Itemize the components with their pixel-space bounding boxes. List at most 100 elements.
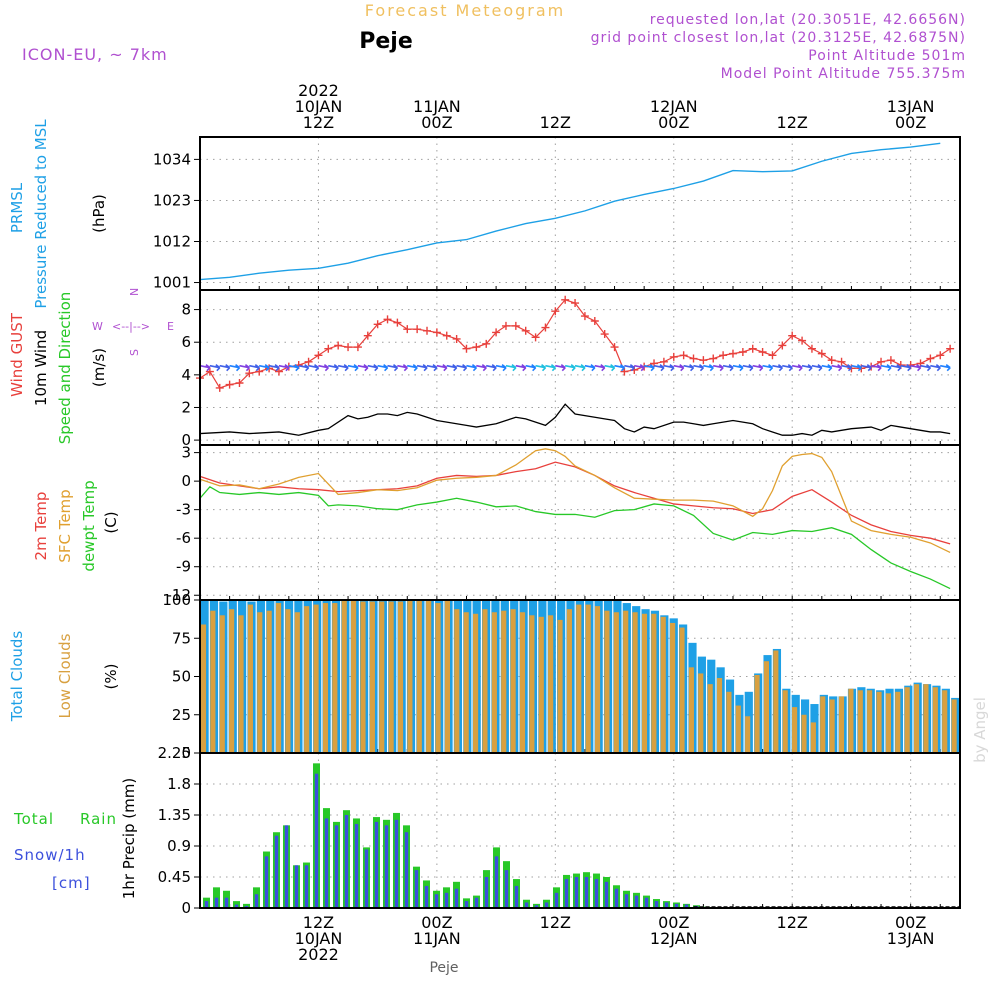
- snow-bar: [394, 819, 399, 908]
- low-cloud-bar: [585, 604, 591, 753]
- gust-marker: [462, 344, 471, 353]
- wind-direction-arrow: [199, 364, 211, 372]
- wind-direction-arrow: [308, 364, 320, 372]
- snow-bar: [214, 897, 219, 908]
- wind-direction-arrow: [377, 364, 389, 372]
- top-time-label: 11JAN: [413, 97, 461, 116]
- low-cloud-bar: [707, 684, 713, 753]
- snow-bar: [324, 818, 329, 908]
- top-time-label: 12Z: [777, 113, 808, 132]
- low-cloud-bar: [594, 606, 601, 753]
- wind-speed-line: [199, 403, 951, 436]
- snow-bar: [684, 904, 689, 908]
- y-tick-label-4: 0: [181, 744, 191, 762]
- panel-frame-1: [199, 136, 961, 291]
- low-cloud-bar: [895, 691, 901, 753]
- snow-bar: [354, 823, 359, 908]
- snow-bar: [644, 897, 649, 908]
- low-cloud-bar: [679, 627, 685, 753]
- wind-direction-arrow: [456, 364, 468, 372]
- gust-marker: [373, 320, 382, 329]
- y-tick-label-3: 3: [181, 444, 191, 462]
- low-cloud-bar: [322, 603, 329, 753]
- gust-marker: [886, 356, 895, 365]
- low-cloud-bar: [557, 619, 563, 753]
- wind-direction-arrow: [693, 364, 705, 372]
- gust-marker: [926, 354, 935, 363]
- grid-point-coords: grid point closest lon,lat (20.3125E, 42…: [591, 30, 966, 46]
- compass-east: E: [167, 320, 174, 333]
- gust-marker: [679, 351, 688, 360]
- wind-direction-arrow: [249, 364, 260, 372]
- gust-marker: [768, 351, 777, 360]
- low-cloud-bar: [482, 609, 488, 753]
- wind-direction-arrow: [604, 364, 616, 372]
- low-cloud-bar: [454, 609, 460, 753]
- precip-label-cm: [cm]: [52, 874, 91, 892]
- gust-marker: [719, 351, 728, 360]
- snow-bar: [204, 901, 209, 908]
- gust-marker: [778, 341, 787, 350]
- gust-marker: [482, 339, 491, 348]
- y-tick-label-3: -9: [176, 558, 191, 576]
- bottom-time-label: 10JAN: [295, 929, 343, 948]
- gust-marker: [403, 325, 412, 334]
- y-tick-label-1: 1001: [153, 274, 191, 292]
- gust-marker: [205, 367, 214, 376]
- low-cloud-bar: [932, 687, 938, 753]
- temp-label-1: 2m Temp: [32, 492, 50, 561]
- low-cloud-bar: [210, 610, 216, 753]
- gust-marker: [709, 354, 718, 363]
- snow-bar: [514, 885, 519, 908]
- wind-direction-arrow: [742, 364, 754, 372]
- snow-bar: [304, 865, 309, 908]
- bottom-time-label: 11JAN: [413, 929, 461, 948]
- low-cloud-bar: [801, 714, 807, 753]
- snow-bar: [674, 903, 679, 908]
- wind-label-1: Wind GUST: [8, 312, 26, 397]
- gust-marker: [669, 352, 678, 361]
- wind-direction-arrow: [525, 364, 537, 372]
- wind-direction-arrow: [673, 364, 685, 372]
- low-cloud-bar: [397, 601, 404, 753]
- snow-bar: [484, 877, 489, 908]
- wind-direction-arrow: [910, 364, 922, 372]
- wind-direction-arrow: [752, 364, 764, 372]
- wind-direction-arrow: [476, 364, 487, 372]
- wind-direction-arrow: [634, 364, 645, 372]
- snow-bar: [594, 879, 599, 908]
- wind-direction-arrow: [219, 364, 231, 372]
- wind-direction-arrow: [426, 364, 438, 372]
- snow-bar: [424, 885, 429, 908]
- snow-bar: [404, 832, 409, 908]
- low-cloud-bar: [200, 624, 207, 753]
- gust-marker: [541, 323, 550, 332]
- rain-bar: [213, 887, 220, 908]
- y-tick-label-2: 6: [181, 333, 191, 351]
- precip-ylabel: 1hr Precip (mm): [120, 778, 138, 899]
- low-cloud-bar: [219, 615, 225, 753]
- snow-bar: [234, 904, 239, 908]
- low-cloud-bar: [904, 687, 910, 753]
- snow-bar: [614, 888, 619, 908]
- pressure-line: [199, 142, 941, 281]
- gust-marker: [492, 328, 501, 337]
- compass-arrows: <--|-->: [112, 320, 150, 333]
- gust-marker: [314, 351, 323, 360]
- gust-marker: [610, 343, 619, 352]
- wind-direction-arrow: [347, 364, 359, 372]
- wind-direction-arrow: [466, 364, 477, 372]
- snow-bar: [564, 879, 569, 908]
- wind-direction-arrow: [841, 364, 853, 372]
- snow-bar: [274, 835, 279, 908]
- bottom-time-label: 12JAN: [650, 929, 698, 948]
- gust-marker: [225, 380, 234, 389]
- wind-direction-arrow: [436, 364, 448, 372]
- clouds-label-total: Total Clouds: [8, 631, 26, 723]
- wind-direction-arrow: [851, 364, 862, 372]
- y-tick-label-3: -6: [176, 529, 191, 547]
- gust-marker: [274, 367, 283, 376]
- top-time-label: 13JAN: [887, 97, 935, 116]
- wind-direction-arrow: [407, 364, 418, 372]
